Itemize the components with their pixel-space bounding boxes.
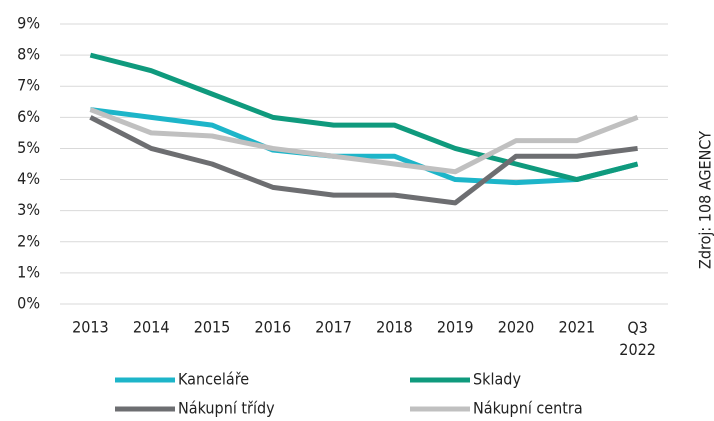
x-tick-label: Q3 2022 — [619, 318, 656, 359]
series-line — [89, 52, 639, 183]
legend-label: Kanceláře — [178, 370, 249, 389]
x-tick-label: 2014 — [133, 318, 170, 337]
x-tick-label: 2018 — [376, 318, 413, 337]
legend-label: Nákupní centra — [473, 399, 583, 418]
y-tick-label: 1% — [17, 262, 40, 281]
x-tick-label: 2021 — [558, 318, 595, 337]
source: Zdroj: 108 AGENCY — [696, 131, 714, 269]
x-tick-label: 2019 — [437, 318, 474, 337]
x-tick-label: 2013 — [72, 318, 109, 337]
x-tick-label: 2017 — [315, 318, 352, 337]
series-line — [90, 107, 639, 186]
y-tick-label: 0% — [17, 294, 40, 313]
y-tick-label: 3% — [17, 200, 40, 219]
series-line — [89, 115, 638, 206]
x-tick-label-line: Q3 — [627, 318, 647, 337]
x-tick-label-line: 2022 — [619, 340, 656, 359]
y-tick-label: 9% — [17, 14, 40, 33]
y-tick-label: 5% — [17, 138, 40, 157]
x-tick-label: 2020 — [498, 318, 535, 337]
x-tick-label: 2015 — [194, 318, 231, 337]
y-tick-label: 2% — [17, 231, 40, 250]
legend-label: Sklady — [473, 370, 521, 389]
y-tick-label: 6% — [17, 107, 40, 126]
y-tick-label: 7% — [17, 76, 40, 95]
x-tick-label: 2016 — [254, 318, 291, 337]
legend-label: Nákupní třídy — [178, 399, 275, 418]
y-tick-label: 8% — [17, 45, 40, 64]
series-line — [89, 107, 639, 175]
y-tick-label: 4% — [17, 169, 40, 188]
